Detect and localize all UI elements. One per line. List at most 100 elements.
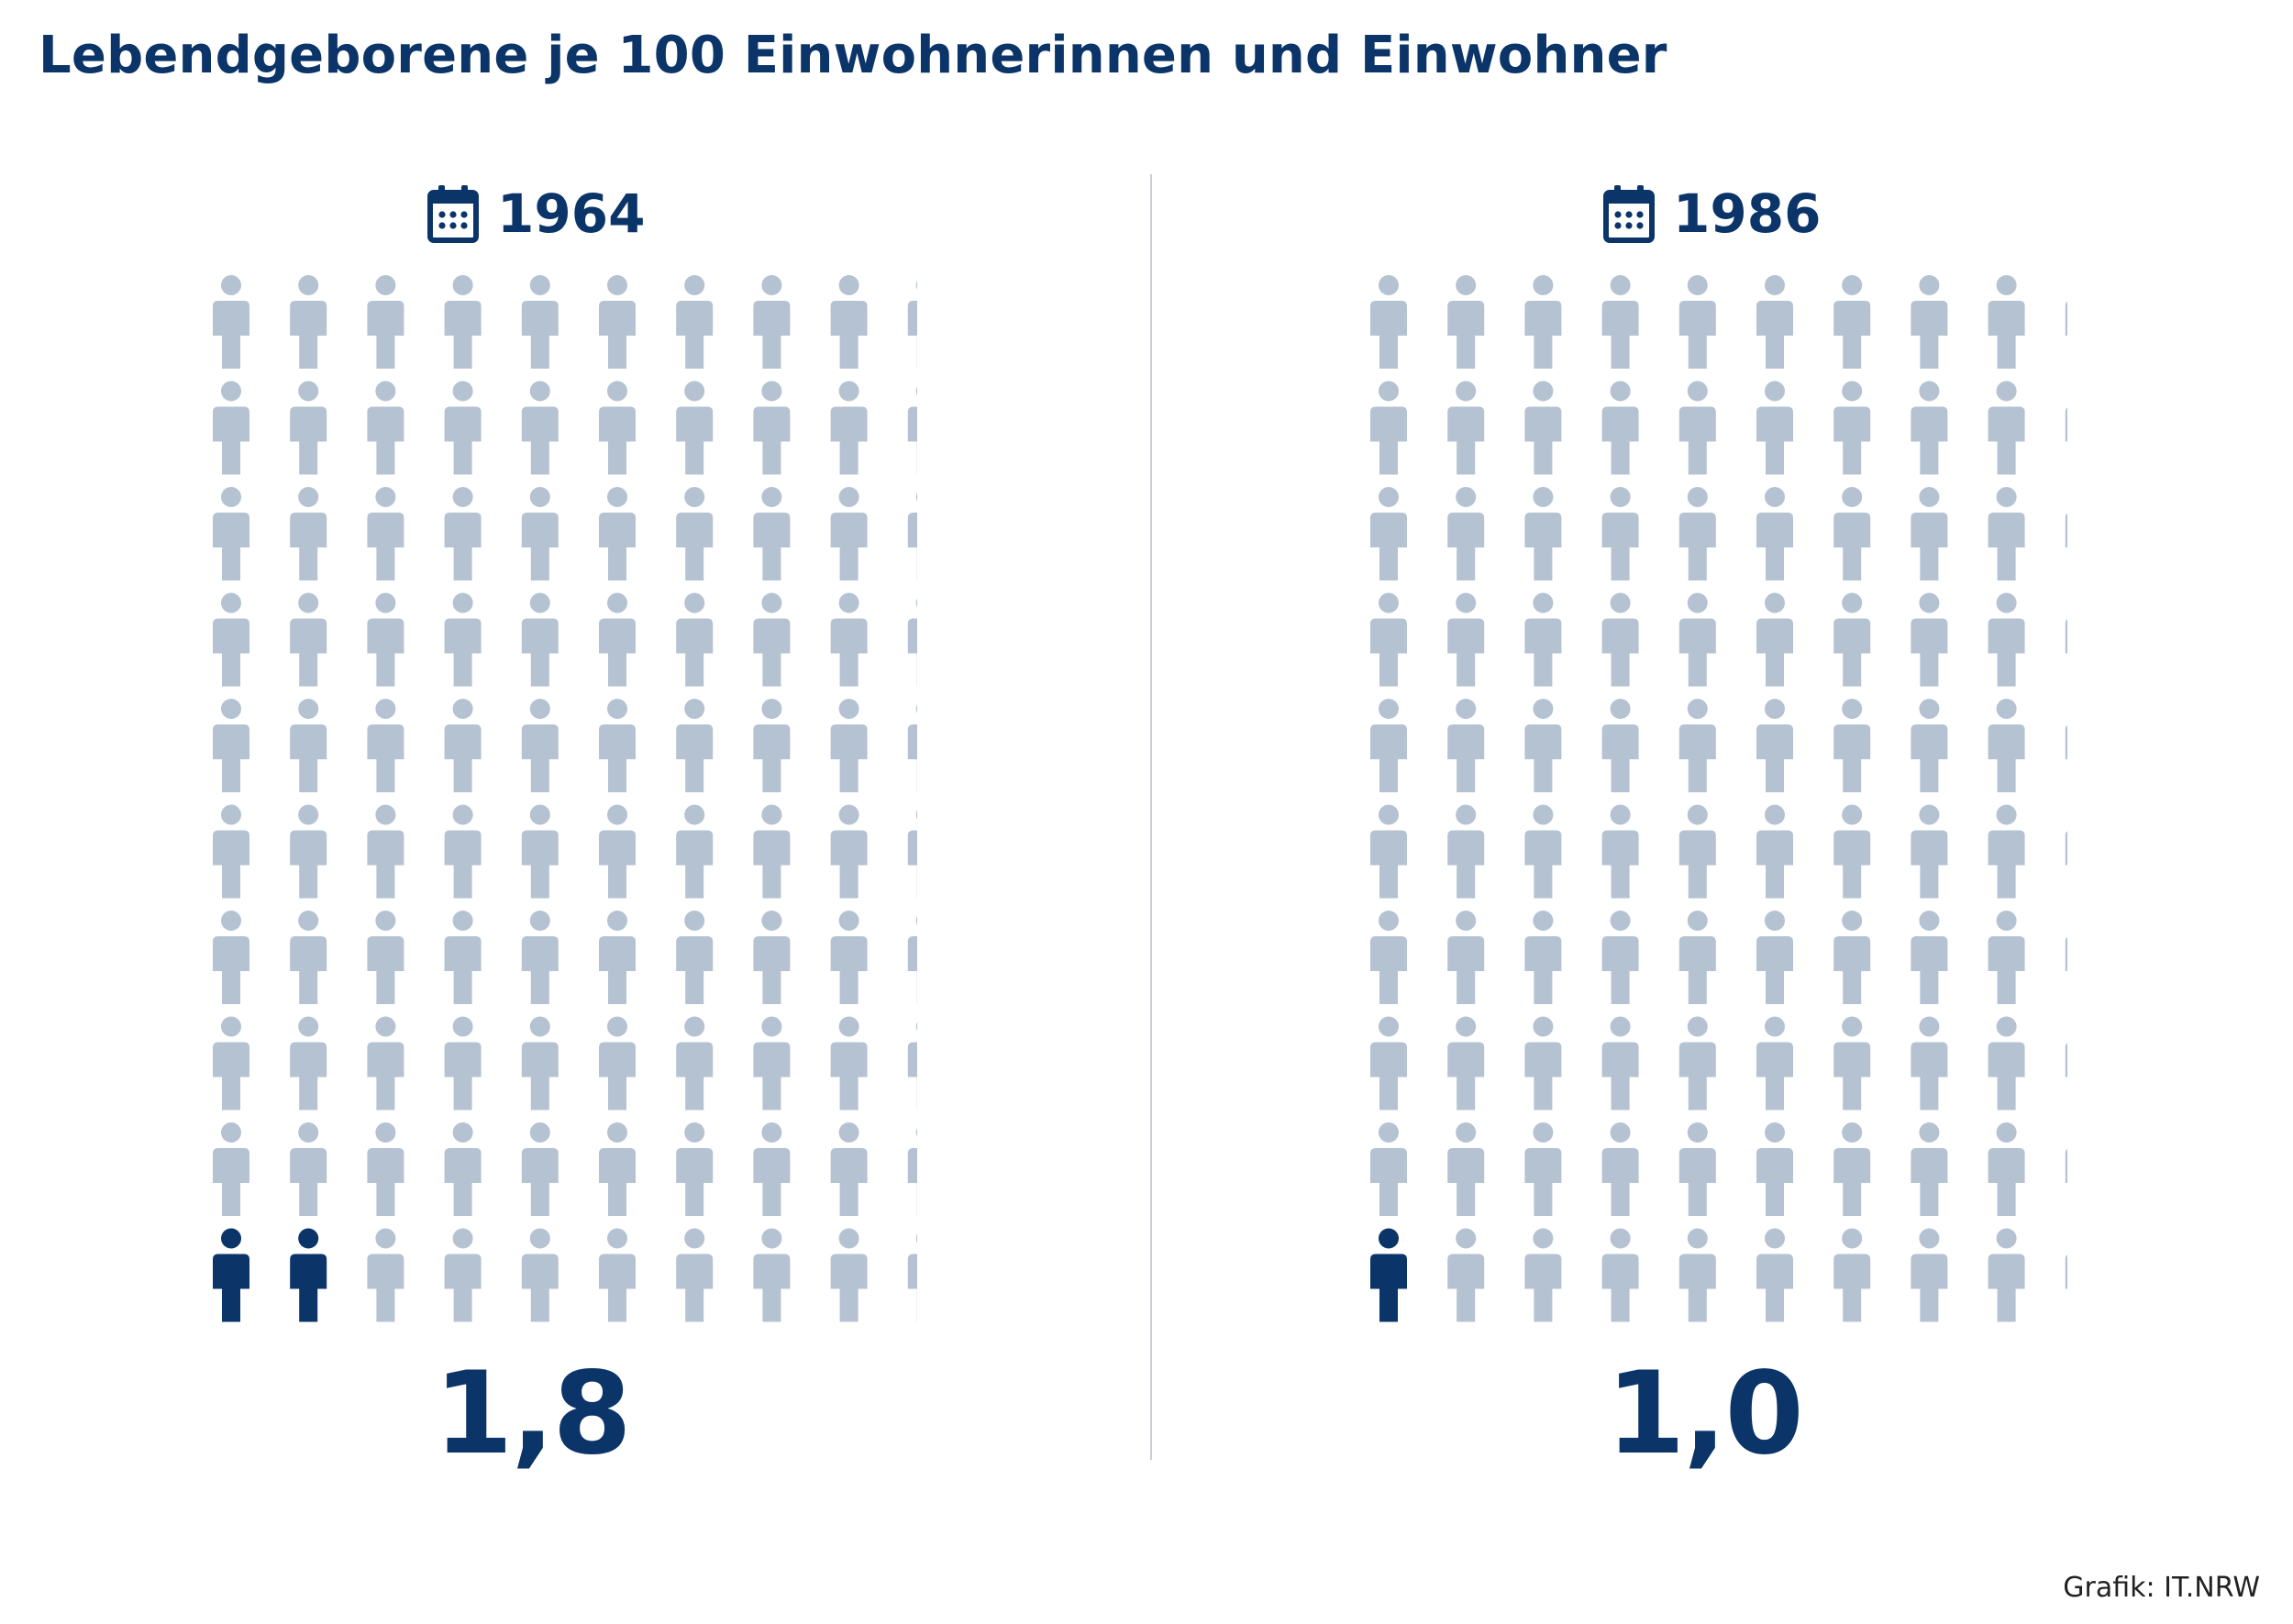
person-icon: [367, 1016, 404, 1110]
person-icon: [444, 592, 482, 687]
person-icon: [2065, 513, 2067, 547]
person-icon: [907, 810, 917, 899]
person-icon: [521, 1228, 559, 1322]
person-icon: [907, 598, 917, 687]
person-icon: [1601, 275, 1639, 369]
person-icon: [290, 592, 327, 687]
person-icon: [444, 911, 482, 1004]
person-icon: [676, 381, 714, 475]
person-icon: [676, 1016, 714, 1110]
person-icon: [1678, 381, 1716, 475]
person-icon: [521, 487, 559, 580]
person-icon: [1756, 592, 1793, 687]
person-icon: [1678, 1016, 1716, 1110]
person-icon: [367, 275, 404, 369]
person-icon: [907, 1022, 917, 1110]
person-icon: [753, 592, 791, 687]
person-icon: [444, 1016, 482, 1110]
person-icon: [1988, 381, 2025, 475]
person-icon: [1678, 699, 1716, 792]
person-icon: [444, 381, 482, 475]
person-icon: [213, 1122, 249, 1216]
person-icon: [676, 699, 714, 792]
person-icon: [367, 487, 404, 580]
source-credit: Grafik: IT.NRW: [2063, 1572, 2260, 1604]
person-icon: [1447, 1016, 1485, 1110]
person-icon: [444, 487, 482, 580]
person-icon: [290, 381, 327, 475]
person-icon: [1524, 1122, 1562, 1216]
person-icon: [1988, 592, 2025, 687]
person-icon: [1524, 699, 1562, 792]
person-icon: [2065, 1254, 2067, 1289]
person-icon: [1447, 1122, 1485, 1216]
person-icon: [1601, 592, 1639, 687]
person-icon: [2065, 301, 2067, 336]
person-icon: [213, 1016, 249, 1110]
person-icon: [521, 804, 559, 899]
person-icon: [1370, 381, 1407, 475]
person-icon: [444, 699, 482, 792]
year-label: 1964: [497, 182, 646, 245]
person-icon: [1833, 1122, 1871, 1216]
person-icon: [1988, 275, 2025, 369]
person-icon: [521, 1016, 559, 1110]
person-icon: [676, 804, 714, 899]
person-icon: [290, 1016, 327, 1110]
person-icon: [521, 911, 559, 1004]
person-icon: [521, 275, 559, 369]
person-icon: [1524, 1016, 1562, 1110]
person-icon: [213, 804, 249, 899]
person-icon: [753, 381, 791, 475]
person-icon: [1524, 275, 1562, 369]
person-icon: [1911, 381, 1948, 475]
person-icon: [1911, 1016, 1948, 1110]
person-icon: [444, 1122, 482, 1216]
person-icon: [753, 911, 791, 1004]
person-icon: [676, 275, 714, 369]
person-icon: [1370, 1016, 1407, 1110]
person-icon: [213, 592, 249, 687]
person-icon: [1988, 487, 2025, 580]
person-icon: [1524, 487, 1562, 580]
person-icon: [830, 804, 868, 899]
person-icon: [1911, 487, 1948, 580]
panel-divider: [1150, 174, 1152, 1460]
person-icon: [1370, 487, 1407, 580]
person-icon: [2065, 831, 2067, 866]
person-icon: [367, 381, 404, 475]
person-icon: [290, 1122, 327, 1216]
person-icon: [1833, 911, 1871, 1004]
calendar-icon: [427, 185, 479, 243]
person-icon: [907, 704, 917, 792]
person-icon: [1524, 592, 1562, 687]
person-icon: [1988, 911, 2025, 1004]
person-icon: [599, 381, 636, 475]
person-icon: [907, 281, 917, 369]
person-icon: [907, 386, 917, 475]
person-icon: [1678, 804, 1716, 899]
person-icon: [599, 487, 636, 580]
person-icon: [1911, 1228, 1948, 1322]
person-icon: [907, 916, 917, 1004]
chart-title: Lebendgeborene je 100 Einwohnerinnen und…: [39, 26, 1667, 85]
person-icon: [1601, 699, 1639, 792]
person-icon: [1447, 699, 1485, 792]
person-icon: [290, 699, 327, 792]
person-icon: [830, 911, 868, 1004]
person-icon: [1756, 1122, 1793, 1216]
pictogram-grid-1986: [1370, 275, 2067, 1322]
person-icon: [2065, 619, 2067, 654]
person-icon: [290, 911, 327, 1004]
person-icon: [1678, 592, 1716, 687]
person-icon: [1833, 1016, 1871, 1110]
person-icon: [1678, 487, 1716, 580]
person-icon: [1601, 804, 1639, 899]
person-icon: [2065, 1043, 2067, 1077]
person-icon: [1447, 1228, 1485, 1322]
person-icon: [1678, 911, 1716, 1004]
person-icon: [1524, 804, 1562, 899]
person-icon: [367, 699, 404, 792]
person-icon: [1988, 1122, 2025, 1216]
person-icon: [1447, 804, 1485, 899]
